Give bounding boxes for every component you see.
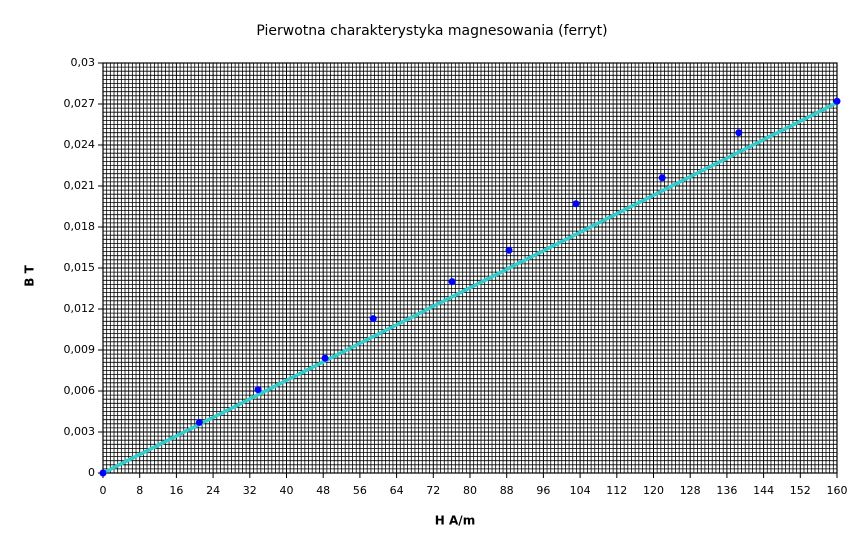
x-tick-label: 96 bbox=[536, 484, 550, 497]
data-point bbox=[572, 200, 580, 208]
x-tick-label: 8 bbox=[136, 484, 143, 497]
x-tick-label: 56 bbox=[353, 484, 367, 497]
x-tick-label: 16 bbox=[169, 484, 183, 497]
y-tick-label: 0,024 bbox=[64, 138, 96, 151]
data-point bbox=[448, 278, 456, 286]
y-tick-label: 0,012 bbox=[64, 302, 96, 315]
x-tick-label: 0 bbox=[100, 484, 107, 497]
data-point bbox=[321, 354, 329, 362]
x-tick-label: 120 bbox=[643, 484, 664, 497]
data-point bbox=[99, 469, 107, 477]
y-tick-label: 0,015 bbox=[64, 261, 96, 274]
data-point bbox=[505, 246, 513, 254]
y-tick-label: 0,018 bbox=[64, 220, 96, 233]
y-tick-label: 0,027 bbox=[64, 97, 96, 110]
y-tick-label: 0,009 bbox=[64, 343, 96, 356]
x-tick-label: 80 bbox=[463, 484, 477, 497]
y-tick-label: 0,006 bbox=[64, 384, 96, 397]
chart-title: Pierwotna charakterystyka magnesowania (… bbox=[256, 23, 607, 39]
x-tick-label: 104 bbox=[570, 484, 591, 497]
trendline bbox=[102, 101, 838, 475]
x-tick-label: 72 bbox=[426, 484, 440, 497]
data-point bbox=[254, 386, 262, 394]
y-axis-label: B T bbox=[23, 264, 37, 286]
x-tick-label: 24 bbox=[206, 484, 220, 497]
x-tick-label: 64 bbox=[390, 484, 404, 497]
x-tick-label: 128 bbox=[680, 484, 701, 497]
x-tick-label: 32 bbox=[243, 484, 257, 497]
data-point bbox=[369, 315, 377, 323]
x-axis-label: H A/m bbox=[435, 514, 475, 528]
data-point bbox=[833, 97, 841, 105]
y-tick-label: 0,003 bbox=[64, 425, 96, 438]
x-tick-label: 144 bbox=[753, 484, 774, 497]
y-tick-label: 0,021 bbox=[64, 179, 96, 192]
x-tick-label: 88 bbox=[500, 484, 514, 497]
x-tick-label: 152 bbox=[790, 484, 811, 497]
data-point bbox=[735, 129, 743, 137]
data-point bbox=[195, 418, 203, 426]
x-tick-label: 160 bbox=[827, 484, 848, 497]
x-tick-label: 136 bbox=[716, 484, 737, 497]
x-tick-label: 112 bbox=[606, 484, 627, 497]
data-point bbox=[658, 174, 666, 182]
plot-frame bbox=[102, 62, 838, 474]
x-tick-label: 40 bbox=[280, 484, 294, 497]
y-tick-label: 0,03 bbox=[71, 56, 96, 69]
x-tick-label: 48 bbox=[316, 484, 330, 497]
y-tick-label: 0 bbox=[88, 466, 95, 479]
